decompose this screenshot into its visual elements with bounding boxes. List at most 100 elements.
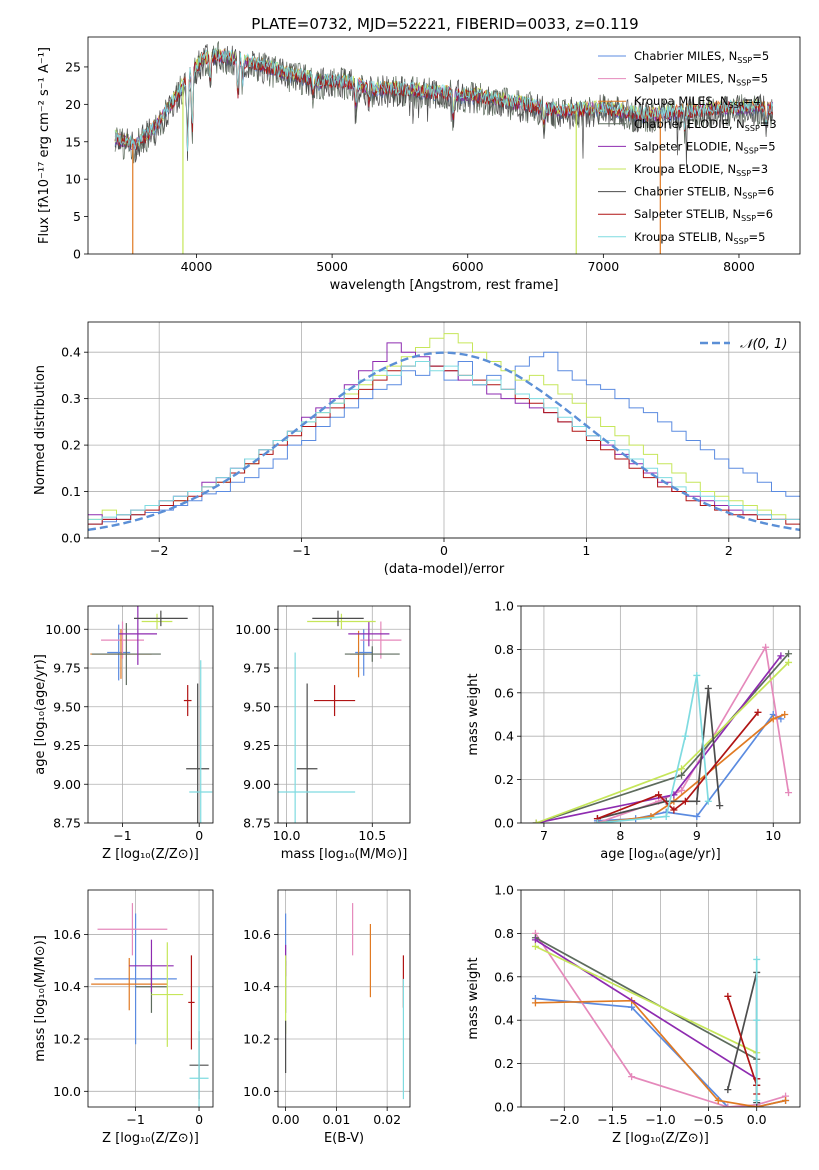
tick-label-x: 10.5 (358, 828, 386, 843)
weight-marker (724, 992, 732, 1000)
tick-label-y: 0.4 (494, 1013, 514, 1028)
panel-mass-vs-z: −1 0 10.0 10.2 10.4 10.6 Z [log₁₀(Z/Z⊙)] mass [… (33, 889, 214, 1146)
x-axis-label: Z [log₁₀(Z/Z⊙)] (612, 1131, 709, 1146)
legend-entry-name: Chabrier STELIB, N (634, 185, 742, 199)
legend-entry-value: =6 (756, 207, 773, 221)
weight-line-1 (534, 932, 786, 1107)
tick-label-x: 0.0 (747, 1112, 767, 1127)
tick-label-y: 9.00 (53, 777, 81, 792)
tick-label-y: 0.0 (494, 1100, 514, 1115)
weight-marker (628, 1073, 636, 1081)
axes-frame (87, 605, 214, 824)
tick-label-y: 0.0 (61, 531, 81, 546)
panel-mass-vs-ebv: 0.00 0.01 0.02 10.0 10.2 10.4 10.6 E(B-V) (243, 889, 411, 1146)
legend-entry-sub: SSP (742, 192, 757, 201)
weight-marker (693, 671, 701, 679)
weight-marker (678, 771, 686, 779)
plot-area-age-vs-z (90, 606, 213, 823)
tick-label-y: 10.2 (53, 1032, 81, 1047)
y-axis-label: Normed distribution (33, 365, 48, 495)
tick-label-x: 2 (725, 543, 733, 558)
panel-weight-vs-age: 7 8 9 10 0.0 0.2 0.4 0.6 0.8 1.0 age [log₁₀(age/yr… (466, 599, 801, 862)
x-axis-label: age [log₁₀(age/yr)] (600, 847, 721, 862)
x-axis-label: Z [log₁₀(Z/Z⊙)] (102, 1131, 199, 1146)
tick-label-y: 9.25 (243, 738, 271, 753)
tick-label-y: 0.4 (61, 345, 81, 360)
legend-entry-name: Kroupa ELODIE, N (634, 162, 736, 176)
panel-residuals: −2 −1 0 1 2 0.0 0.1 0.2 0.3 0.4 (data-model)/error… (33, 321, 801, 577)
axes-frame (87, 321, 801, 539)
tick-label-x: −2.0 (549, 1112, 579, 1127)
tick-label-y: 0.3 (61, 391, 81, 406)
tick-label-y: 8.75 (53, 816, 81, 831)
weight-marker (753, 955, 761, 963)
tick-label-y: 9.75 (53, 661, 81, 676)
plot-area-age-vs-mass (278, 610, 402, 823)
tick-label-y: 0.2 (494, 772, 514, 787)
tick-label-y: 9.50 (243, 699, 271, 714)
weight-marker (593, 819, 601, 823)
plot-area-weight-vs-age (532, 643, 793, 823)
histogram-series-4 (88, 361, 800, 520)
weight-marker (782, 1096, 790, 1104)
tick-label-y: 10.0 (243, 1084, 271, 1099)
tick-label-x: 7 (540, 828, 548, 843)
tick-label-y: 5 (73, 209, 81, 224)
tick-label-y: 10.6 (243, 927, 271, 942)
weight-marker (662, 812, 670, 820)
tick-label-y: 10.4 (243, 979, 271, 994)
plot-area-weight-vs-z (531, 929, 790, 1107)
legend-entry-value: =6 (757, 185, 774, 199)
tick-label-x: 0 (195, 1112, 203, 1127)
tick-label-y: 0.1 (61, 484, 81, 499)
axes-frame (87, 889, 214, 1108)
tick-label-y: 10.0 (53, 1084, 81, 1099)
tick-label-x: 9 (693, 828, 701, 843)
tick-label-y: 15 (65, 134, 81, 149)
tick-label-y: 10.00 (45, 622, 81, 637)
weight-marker (754, 708, 762, 716)
weight-marker (532, 819, 540, 823)
weight-marker (704, 684, 712, 692)
tick-label-y: 1.0 (494, 599, 514, 614)
weight-marker (693, 797, 701, 805)
weight-marker (753, 1016, 761, 1024)
axes-frame (520, 889, 801, 1108)
tick-label-y: 8.75 (243, 816, 271, 831)
y-axis-label: age [log₁₀(age/yr)] (33, 654, 48, 775)
y-axis-label: mass [log₁₀(M/M⊙)] (33, 935, 48, 1062)
weight-marker (714, 1096, 722, 1104)
panel-age-vs-mass: 10.0 10.5 8.75 9.00 9.25 9.50 9.75 10.00 mass [l… (235, 605, 411, 862)
axes-frame (520, 605, 801, 824)
tick-label-y: 0 (73, 247, 81, 262)
tick-label-x: 4000 (181, 259, 213, 274)
tick-label-y: 9.25 (53, 738, 81, 753)
weight-marker (785, 789, 793, 797)
y-axis-label: mass weight (466, 957, 481, 1039)
tick-label-x: −1.5 (597, 1112, 627, 1127)
tick-label-y: 9.50 (53, 699, 81, 714)
legend-entry-name: Salpeter MILES, N (634, 72, 736, 86)
weight-marker (681, 797, 689, 805)
tick-label-x: 10 (765, 828, 781, 843)
weight-marker (785, 650, 793, 658)
legend-entry-value: =5 (759, 139, 776, 153)
tick-label-y: 0.8 (494, 926, 514, 941)
legend-entry-name: Chabrier MILES, N (634, 49, 737, 63)
tick-label-y: 9.00 (243, 777, 271, 792)
tick-label-y: 10.6 (53, 927, 81, 942)
y-axis-label: Flux [fλ10⁻¹⁷ erg cm⁻² s⁻¹ A⁻¹] (37, 47, 52, 244)
weight-marker (531, 942, 539, 950)
legend-entry: Salpeter MILES, NSSP=5 (634, 72, 768, 88)
panel-weight-vs-z: −2.0 −1.5 −1.0 −0.5 0.0 0.0 0.2 0.4 0.6 0.8 1.0 Z [… (466, 883, 801, 1146)
tick-label-x: 10.0 (273, 828, 301, 843)
weight-line-3 (534, 936, 758, 1061)
histogram-series-0 (88, 351, 800, 525)
legend-entry: Salpeter STELIB, NSSP=6 (634, 207, 773, 223)
spectrum-line-8 (114, 47, 773, 152)
tick-label-y: 0.4 (494, 729, 514, 744)
x-axis-label: wavelength [Angstrom, rest frame] (330, 278, 559, 293)
legend-entry: Chabrier STELIB, NSSP=6 (634, 185, 774, 201)
weight-marker (531, 999, 539, 1007)
